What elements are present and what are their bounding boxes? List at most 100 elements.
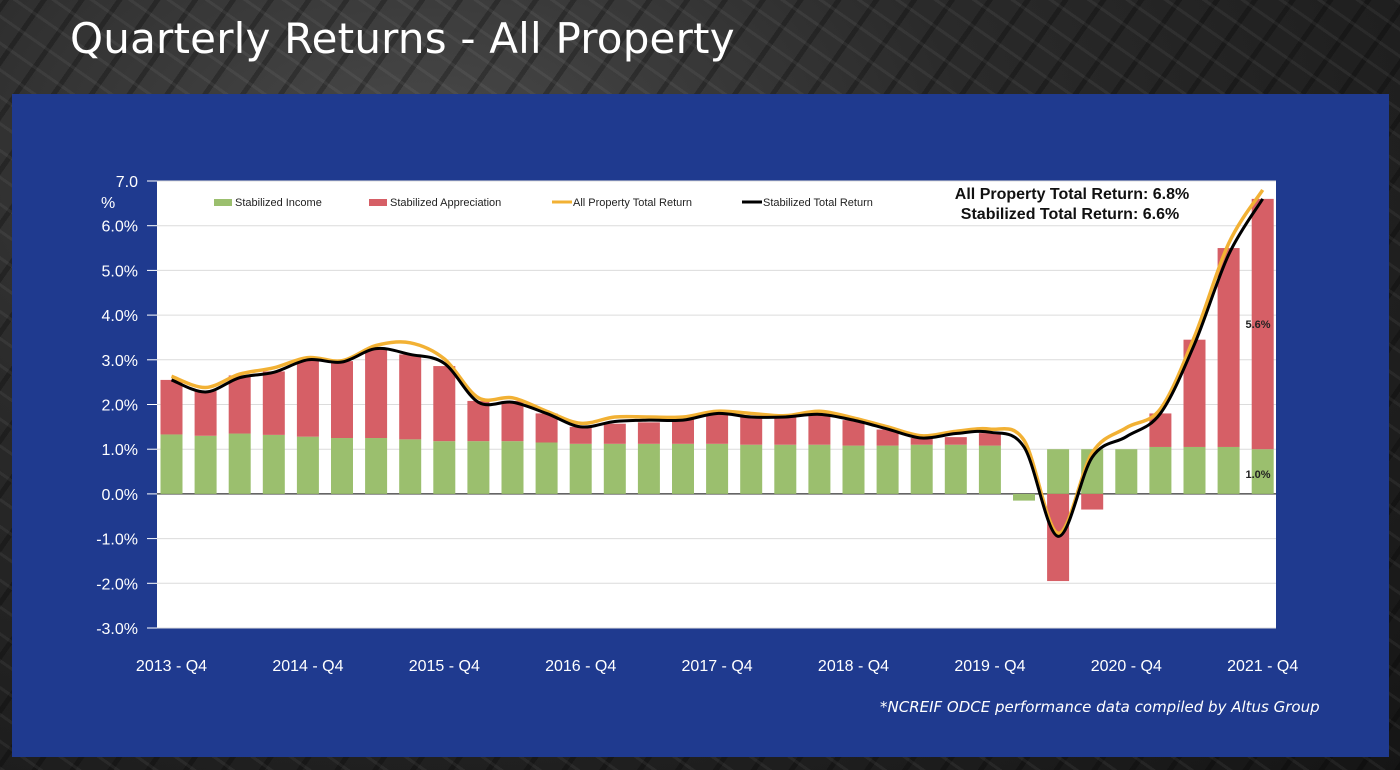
- y-tick-label: 4.0%: [102, 308, 138, 325]
- stabilized-total-return-line: [170, 198, 1264, 538]
- legend: Stabilized Income Stabilized Appreciation…: [214, 197, 873, 209]
- x-tick-label: 2017 - Q4: [682, 658, 753, 675]
- legend-label: Stabilized Total Return: [763, 197, 873, 209]
- slide-title: Quarterly Returns - All Property: [70, 14, 735, 63]
- y-tick-label: -2.0%: [96, 576, 138, 593]
- appreciation-bar: [228, 375, 251, 434]
- appreciation-bar: [365, 348, 388, 439]
- appreciation-bar: [160, 379, 183, 435]
- x-tick-label: 2014 - Q4: [272, 658, 343, 675]
- income-bar: [637, 443, 660, 494]
- y-tick-label: 7.0: [116, 174, 138, 191]
- appreciation-bar: [1251, 198, 1274, 450]
- x-tick-label: 2015 - Q4: [409, 658, 480, 675]
- legend-swatch: [214, 199, 232, 206]
- y-tick-label: -3.0%: [96, 621, 138, 638]
- y-unit-label: %: [101, 195, 115, 212]
- line-series: [170, 188, 1265, 538]
- bar-data-label-income: 1.0%: [1245, 469, 1270, 481]
- appreciation-bar: [706, 413, 729, 444]
- income-bar: [1115, 449, 1138, 494]
- appreciation-bar: [603, 423, 626, 444]
- appreciation-bar: [569, 426, 592, 444]
- x-tick-label: 2016 - Q4: [545, 658, 616, 675]
- x-tick-label: 2019 - Q4: [954, 658, 1025, 675]
- income-bar: [740, 444, 763, 494]
- y-tick-label: 2.0%: [102, 398, 138, 415]
- appreciation-bar: [842, 420, 865, 446]
- chart-annotations: All Property Total Return: 6.8% Stabilize…: [955, 186, 1271, 481]
- appreciation-bar: [808, 415, 831, 445]
- appreciation-bar: [774, 417, 797, 445]
- income-bar: [1047, 449, 1070, 494]
- appreciation-bar: [910, 438, 933, 445]
- income-bar: [603, 443, 626, 494]
- y-tick-label: 6.0%: [102, 219, 138, 236]
- bar-series: [160, 198, 1274, 582]
- y-tick-label: -1.0%: [96, 532, 138, 549]
- appreciation-bar: [501, 400, 524, 442]
- income-bar: [1183, 446, 1206, 494]
- x-axis: 2013 - Q4 2014 - Q4 2015 - Q4 2016 - Q4 2017…: [136, 658, 1298, 675]
- appreciation-bar: [978, 433, 1001, 446]
- appreciation-bar: [1183, 339, 1206, 447]
- appreciation-bar: [296, 359, 319, 437]
- legend-label: All Property Total Return: [573, 197, 692, 209]
- source-footnote: *NCREIF ODCE performance data compiled b…: [880, 698, 1320, 716]
- appreciation-bar: [262, 371, 285, 435]
- income-bar: [331, 438, 353, 494]
- income-bar: [774, 444, 797, 494]
- x-tick-label: 2013 - Q4: [136, 658, 207, 675]
- y-tick-label: 1.0%: [102, 442, 138, 459]
- income-bar: [1149, 446, 1172, 494]
- appreciation-bar: [740, 417, 763, 445]
- appreciation-bar: [672, 419, 694, 444]
- income-bar: [672, 443, 694, 494]
- income-bar: [944, 444, 967, 494]
- income-bar: [535, 442, 558, 494]
- income-bar: [978, 445, 1001, 494]
- appreciation-bar: [535, 413, 558, 443]
- appreciation-bar: [637, 422, 660, 444]
- appreciation-bar: [331, 361, 353, 439]
- income-bar: [569, 443, 592, 494]
- legend-swatch: [369, 199, 387, 206]
- income-bar: [876, 445, 899, 494]
- income-bar: [194, 435, 217, 494]
- income-bar: [365, 438, 388, 494]
- income-bar: [1217, 446, 1240, 494]
- bar-data-label-appreciation: 5.6%: [1245, 319, 1270, 331]
- income-bar: [433, 441, 456, 494]
- appreciation-bar: [467, 400, 490, 442]
- appreciation-bar: [194, 391, 217, 436]
- appreciation-bar: [1081, 493, 1104, 510]
- income-bar: [501, 441, 524, 494]
- legend-label: Stabilized Income: [235, 197, 322, 209]
- headline-all-property: All Property Total Return: 6.8%: [955, 186, 1189, 203]
- income-bar: [842, 445, 865, 494]
- y-tick-label: 0.0%: [102, 487, 138, 504]
- appreciation-bar: [433, 366, 456, 442]
- y-tick-label: 5.0%: [102, 263, 138, 280]
- income-bar: [910, 444, 933, 494]
- income-bar: [1013, 493, 1035, 501]
- appreciation-bar: [1217, 248, 1240, 447]
- income-bar: [1251, 449, 1274, 494]
- income-bar: [262, 434, 285, 494]
- income-bar: [160, 434, 183, 494]
- appreciation-bar: [944, 437, 967, 445]
- x-tick-label: 2020 - Q4: [1091, 658, 1162, 675]
- y-axis: 7.0 6.0% 5.0% 4.0% 3.0% 2.0% 1.0% 0.0% -1.0% -2.0…: [96, 174, 157, 638]
- income-bar: [399, 439, 422, 494]
- income-bar: [228, 433, 251, 494]
- legend-label: Stabilized Appreciation: [390, 197, 501, 209]
- appreciation-bar: [876, 429, 899, 446]
- income-bar: [467, 441, 490, 494]
- income-bar: [296, 436, 319, 494]
- x-tick-label: 2021 - Q4: [1227, 658, 1298, 675]
- x-tick-label: 2018 - Q4: [818, 658, 889, 675]
- appreciation-bar: [399, 354, 422, 440]
- headline-stabilized: Stabilized Total Return: 6.6%: [961, 206, 1179, 223]
- income-bar: [706, 443, 729, 494]
